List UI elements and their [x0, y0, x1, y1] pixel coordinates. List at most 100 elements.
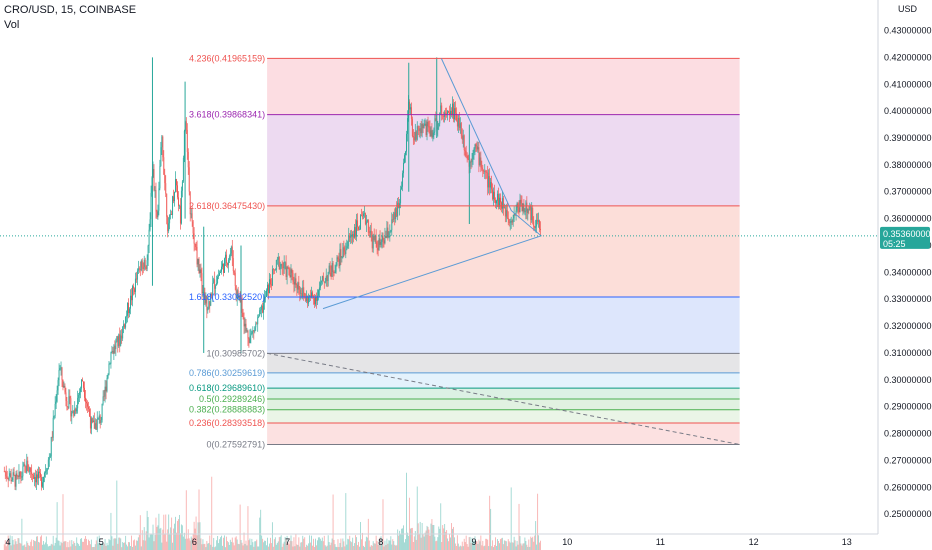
volume-bar [38, 541, 39, 550]
candle-body [298, 282, 300, 290]
trendline-1[interactable] [322, 58, 543, 310]
candle-body [228, 256, 230, 261]
candle-body [471, 158, 473, 163]
candle-body [477, 147, 479, 150]
candle-body [42, 476, 44, 483]
volume-bar [41, 544, 43, 550]
volume-bar [169, 534, 171, 550]
candle-body [295, 278, 297, 285]
candle-body [205, 295, 207, 304]
volume-bar [452, 526, 454, 550]
volume-bar [195, 516, 197, 550]
candle-body [355, 227, 357, 237]
candle-body [523, 203, 525, 212]
volume-bar [84, 538, 85, 550]
volume-bar [417, 523, 419, 550]
candle-body [187, 152, 189, 168]
volume-bar [361, 539, 362, 550]
candle-body [177, 185, 178, 198]
candle-body [309, 295, 311, 297]
candle-body [353, 234, 355, 238]
volume-bar [193, 521, 195, 550]
volume-bar [368, 540, 370, 550]
volume-bar [139, 515, 141, 550]
volume-bar [459, 545, 461, 550]
candle-body [520, 199, 522, 204]
candle-body [341, 257, 343, 259]
candle-body [248, 338, 250, 343]
volume-bar [524, 537, 526, 550]
volume-bar [291, 541, 293, 550]
volume-bar [478, 539, 480, 550]
volume-bar [160, 527, 162, 550]
fib-label-3.618: 3.618(0.39868341) [189, 110, 265, 120]
candle-body [356, 220, 358, 237]
candle-body [175, 179, 176, 192]
candle-body [40, 473, 41, 478]
candle-body [50, 437, 52, 457]
candle-body [505, 210, 507, 217]
volume-bar [320, 540, 322, 550]
candle-body [180, 190, 182, 224]
candle-body [142, 267, 144, 269]
volume-bar [537, 493, 539, 550]
candle-body [251, 331, 253, 334]
volume-bar [204, 543, 206, 550]
candle-body [35, 476, 37, 483]
volume-bar [503, 540, 505, 550]
volume-bar [3, 544, 5, 550]
volume-bar [98, 535, 100, 550]
candle-body [222, 263, 223, 267]
volume-bar [428, 529, 430, 550]
candle-body [202, 291, 204, 294]
volume-bar [376, 541, 378, 550]
candle-body [512, 218, 514, 223]
candle-body [498, 193, 499, 207]
candle-body [147, 245, 149, 261]
candle-body [178, 197, 179, 206]
y-tick-label: 0.42000000 [884, 52, 932, 62]
volume-bar [208, 543, 210, 550]
candle-body [231, 246, 233, 259]
candle-body [72, 410, 74, 414]
candle-body [30, 467, 32, 472]
x-tick-label: 5 [99, 537, 104, 547]
volume-bar [418, 533, 420, 550]
trendline-2[interactable] [267, 352, 740, 445]
volume-bar [534, 535, 536, 550]
volume-bar [153, 541, 155, 550]
volume-bar [365, 536, 367, 550]
candle-body [208, 301, 210, 309]
volume-bar [135, 540, 137, 550]
candle-body [230, 246, 232, 254]
volume-bar [163, 514, 165, 550]
candle-body [403, 162, 404, 174]
volume-bar [516, 540, 518, 550]
candle-body [66, 400, 68, 407]
volume-bar [245, 540, 247, 550]
volume-bar [380, 536, 382, 550]
candle-body [416, 126, 418, 140]
volume-bar [312, 545, 313, 550]
candle-body [340, 249, 342, 258]
volume-bar [372, 541, 374, 550]
volume-bar [281, 546, 283, 550]
volume-bar [185, 490, 187, 550]
volume-bar [92, 546, 94, 550]
volume-bar [189, 540, 191, 550]
candle-body [212, 283, 214, 297]
candle-body [475, 144, 477, 147]
candle-body [99, 415, 101, 424]
candle-body [145, 266, 147, 269]
candle-body [419, 128, 421, 131]
volume-bar [513, 536, 515, 550]
candle-body [499, 197, 501, 203]
volume-bar [327, 535, 329, 550]
volume-bar [455, 545, 457, 550]
candle-body [206, 295, 208, 311]
volume-bar [309, 535, 311, 550]
candle-body [56, 390, 58, 402]
